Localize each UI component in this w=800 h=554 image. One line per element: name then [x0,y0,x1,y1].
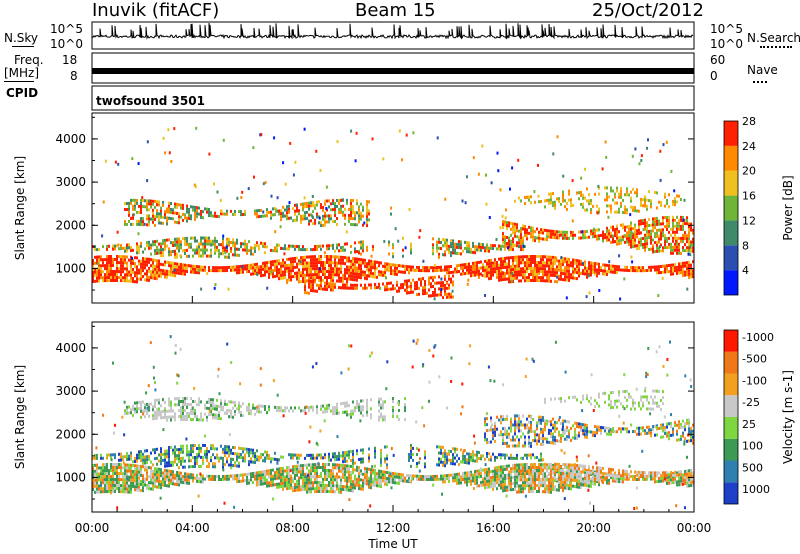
cpid-label: CPID [6,86,39,100]
station-title: Inuvik (fitACF) [92,0,220,21]
cpid-strip-frame [91,85,695,111]
noise-trace [91,22,694,40]
power-colorbar-tick: 12 [742,214,756,227]
date-title: 25/Oct/2012 [592,0,704,21]
xtick-label: 04:00 [175,521,210,535]
nsearch-label: N.Search [747,31,800,45]
noise-tick-top-right: 10^5 [710,22,743,36]
power-colorbar-tick: 20 [742,165,756,178]
power-colorbar-segment [724,121,738,146]
freq-line [4,81,34,82]
nave-line [753,81,767,83]
power-ylabel: Slant Range [km] [13,156,27,260]
noise-tick-top: 10^5 [50,22,83,36]
power-image [92,126,694,301]
freq-trace [92,68,694,74]
velocity-ytick-label: 1000 [55,470,86,484]
nsky-line [12,46,34,47]
velocity-colorbar-tick: 25 [742,418,756,431]
velocity-colorbar-tick: 1000 [742,483,770,496]
velocity-colorbar-label: Velocity [m s-1] [781,370,795,464]
power-colorbar-label: Power [dB] [781,175,795,240]
xtick-label: 00:00 [677,521,712,535]
noise-tick-bottom: 10^0 [50,37,83,51]
velocity-colorbar-segment [724,395,738,417]
power-colorbar-tick: 8 [742,239,749,252]
power-colorbar-tick: 28 [742,115,756,128]
velocity-colorbar-frame [723,329,739,505]
nave-tick-top: 60 [710,53,726,67]
power-ytick-label: 2000 [55,218,86,232]
velocity-colorbar-segment [724,438,738,461]
nsky-label: N.Sky [4,31,39,45]
power-ytick-label: 1000 [55,261,86,275]
power-colorbar-tick: 16 [742,190,756,203]
velocity-colorbar-segment [724,482,738,504]
velocity-colorbar-tick: -500 [742,353,767,366]
velocity-colorbar-tick: -25 [742,396,760,409]
velocity-colorbar-tick: 100 [742,440,763,453]
power-colorbar-segment [724,145,738,171]
velocity-colorbar-segment [724,351,738,374]
xtick-label: 08:00 [275,521,310,535]
velocity-image [92,335,694,510]
nave-label: Nave [747,63,778,77]
velocity-colorbar-tick: -1000 [742,331,774,344]
mhz-label: [MHz] [4,66,40,80]
power-ytick-label: 4000 [55,132,86,146]
freq-label: Freq. [14,53,44,67]
velocity-colorbar-segment [724,417,738,439]
power-colorbar-frame [723,120,739,296]
power-colorbar-segment [724,195,738,221]
xtick-label: 00:00 [75,521,110,535]
power-colorbar-tick: 24 [742,140,756,153]
velocity-colorbar-segment [724,460,738,483]
freq-tick-bottom: 8 [70,69,78,83]
velocity-ytick-label: 3000 [55,384,86,398]
xtick-label: 12:00 [376,521,411,535]
xtick-label: 20:00 [576,521,611,535]
nsearch-line [760,46,792,48]
xtick-label: 16:00 [476,521,511,535]
xlabel: Time UT [367,537,418,551]
power-colorbar-tick: 4 [742,264,749,277]
nave-tick-bottom: 0 [710,69,718,83]
power-colorbar-segment [724,270,738,295]
power-ytick-label: 3000 [55,175,86,189]
power-colorbar-segment [724,245,738,271]
beam-title: Beam 15 [355,0,436,21]
cpid-value: twofsound 3501 [96,94,205,108]
freq-tick-top: 18 [62,53,78,67]
velocity-colorbar-tick: -100 [742,374,767,387]
noise-tick-bottom-right: 10^0 [710,37,743,51]
velocity-colorbar-tick: 500 [742,461,763,474]
power-colorbar-segment [724,220,738,246]
velocity-ytick-label: 4000 [55,341,86,355]
velocity-ytick-label: 2000 [55,427,86,441]
velocity-ylabel: Slant Range [km] [13,365,27,469]
noise-strip-frame [91,21,695,50]
velocity-colorbar-segment [724,330,738,352]
velocity-colorbar-segment [724,373,738,396]
power-colorbar-segment [724,170,738,196]
